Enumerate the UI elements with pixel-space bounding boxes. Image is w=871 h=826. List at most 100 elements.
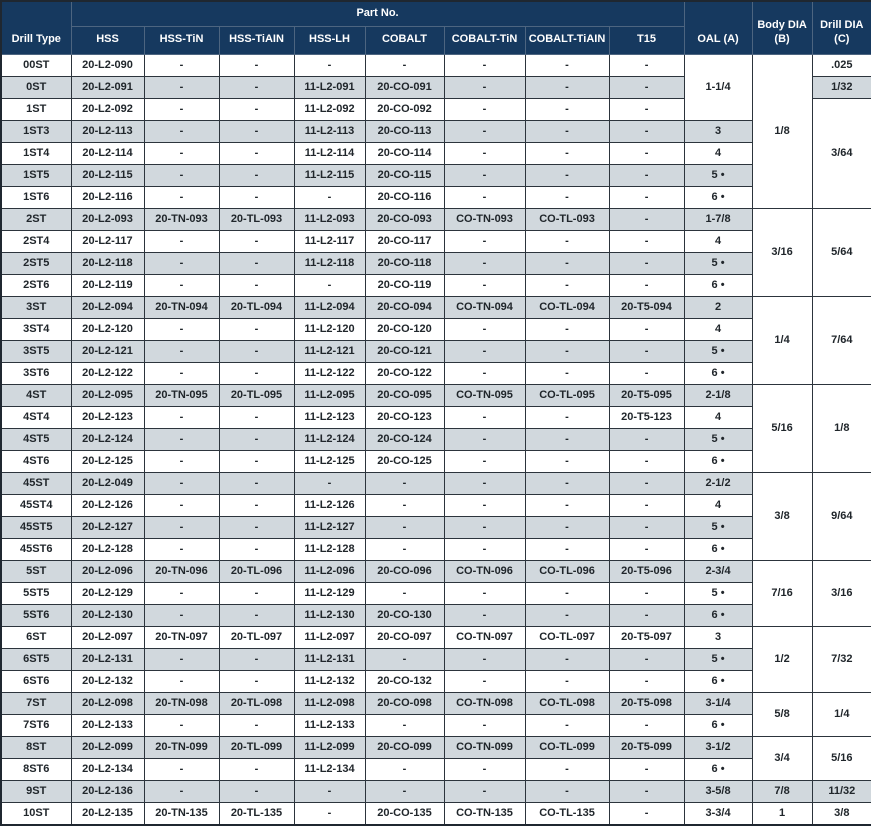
part-cell: - (218, 779, 295, 803)
drill-type-cell: 1ST4 (0, 141, 72, 165)
part-cell: - (608, 339, 685, 363)
part-cell: - (143, 229, 220, 253)
oal-cell: 3-5/8 (683, 779, 753, 803)
part-cell: - (143, 163, 220, 187)
part-cell: - (608, 361, 685, 385)
drill-type-cell: 9ST (0, 779, 72, 803)
part-cell: 11-L2-122 (293, 361, 366, 385)
drill-type-cell: 4ST6 (0, 449, 72, 473)
table-row: 1ST4 20-L2-114- -11-L2-114 20-CO-114- - -4 (0, 141, 871, 165)
part-cell: - (143, 251, 220, 275)
drill-dia-cell: 1/8 (811, 383, 871, 473)
part-cell: 11-L2-097 (293, 625, 366, 649)
drill-type-cell: 2ST6 (0, 273, 72, 297)
oal-cell: 4 (683, 141, 753, 165)
part-cell: - (608, 185, 685, 209)
part-cell: 20-L2-119 (70, 273, 145, 297)
drill-dia-label-line2: (C) (834, 32, 850, 45)
part-cell: - (293, 53, 366, 77)
part-cell: - (524, 757, 610, 781)
part-cell: - (524, 273, 610, 297)
part-cell: 20-T5-097 (608, 625, 685, 649)
drill-type-cell: 3ST4 (0, 317, 72, 341)
part-cell: - (443, 273, 526, 297)
part-cell: - (524, 471, 610, 495)
table-row: 00ST 20-L2-090- - - - - - -1-1/4 1/8.025 (0, 53, 871, 209)
oal-cell: 3-1/2 (683, 735, 753, 759)
part-cell: - (143, 493, 220, 517)
part-cell: - (443, 251, 526, 275)
drill-type-cell: 4ST5 (0, 427, 72, 451)
part-cell: - (608, 427, 685, 451)
part-cell: 20-TL-095 (218, 383, 295, 407)
part-cell: 20-TN-099 (143, 735, 220, 759)
part-cell: 20-CO-093 (364, 207, 445, 231)
part-cell: 20-CO-123 (364, 405, 445, 429)
oal-cell: 5 • (683, 339, 753, 363)
part-cell: - (524, 317, 610, 341)
part-cell: - (143, 471, 220, 495)
col-header-hss: HSS (70, 25, 145, 55)
body-dia-cell: 1 (751, 801, 813, 825)
drill-type-cell: 1ST3 (0, 119, 72, 143)
part-cell: 20-L2-129 (70, 581, 145, 605)
drill-type-cell: 1ST6 (0, 185, 72, 209)
oal-cell: 6 • (683, 273, 753, 297)
body-dia-cell: 3/8 (751, 471, 813, 561)
part-cell: - (524, 669, 610, 693)
part-cell: - (443, 713, 526, 737)
part-cell: 20-L2-049 (70, 471, 145, 495)
oal-cell: 4 (683, 493, 753, 517)
drill-dia-cell: 7/32 (811, 625, 871, 693)
part-cell: 20-L2-113 (70, 119, 145, 143)
part-cell: 20-CO-117 (364, 229, 445, 253)
part-cell: - (218, 581, 295, 605)
part-cell: - (608, 581, 685, 605)
col-header-cobalt: COBALT (364, 25, 445, 55)
drill-type-cell: 0ST (0, 75, 72, 99)
part-cell: - (443, 119, 526, 143)
part-cell: - (524, 405, 610, 429)
part-cell: 20-T5-123 (608, 405, 685, 429)
table-row: 2ST6 20-L2-119- - -20-CO-119- - -6 • (0, 273, 871, 297)
part-cell: - (143, 141, 220, 165)
oal-cell: 4 (683, 405, 753, 429)
part-cell: 20-TN-093 (143, 207, 220, 231)
part-cell: - (608, 713, 685, 737)
oal-cell: 4 (683, 229, 753, 253)
part-cell: - (143, 603, 220, 627)
part-cell: - (524, 251, 610, 275)
part-cell: - (608, 53, 685, 77)
part-cell: 11-L2-130 (293, 603, 366, 627)
part-cell: - (293, 471, 366, 495)
part-cell: - (443, 75, 526, 99)
part-cell: - (143, 185, 220, 209)
part-cell: 11-L2-114 (293, 141, 366, 165)
part-cell: - (443, 53, 526, 77)
body-dia-cell: 5/16 (751, 383, 813, 473)
part-cell: 20-T5-099 (608, 735, 685, 759)
drill-dia-cell: 3/8 (811, 801, 871, 825)
col-header-drill-type: Drill Type (0, 0, 72, 55)
table-row: 45ST 20-L2-049- - - - - - -2-1/2 3/8 9/64 (0, 471, 871, 561)
part-cell: 11-L2-131 (293, 647, 366, 671)
body-dia-cell: 7/16 (751, 559, 813, 627)
part-cell: 20-TN-097 (143, 625, 220, 649)
part-cell: CO-TN-099 (443, 735, 526, 759)
part-cell: - (143, 779, 220, 803)
part-cell: 20-TL-135 (218, 801, 295, 825)
oal-cell: 6 • (683, 537, 753, 561)
part-cell: - (218, 361, 295, 385)
part-cell: 20-L2-127 (70, 515, 145, 539)
part-cell: 11-L2-120 (293, 317, 366, 341)
table-row: 6ST6 20-L2-132- -11-L2-132 20-CO-132- - -6 • (0, 669, 871, 693)
part-cell: - (443, 757, 526, 781)
part-cell: - (364, 779, 445, 803)
table-row: 1ST3 20-L2-113- -11-L2-113 20-CO-113- - -3 (0, 119, 871, 143)
part-cell: 20-L2-120 (70, 317, 145, 341)
drill-dia-cell: 1/4 (811, 691, 871, 737)
col-header-hss-tin: HSS-TiN (143, 25, 220, 55)
table-row: 7ST6 20-L2-133- -11-L2-133- - - -6 • (0, 713, 871, 737)
part-cell: - (143, 427, 220, 451)
part-cell: CO-TL-135 (524, 801, 610, 825)
